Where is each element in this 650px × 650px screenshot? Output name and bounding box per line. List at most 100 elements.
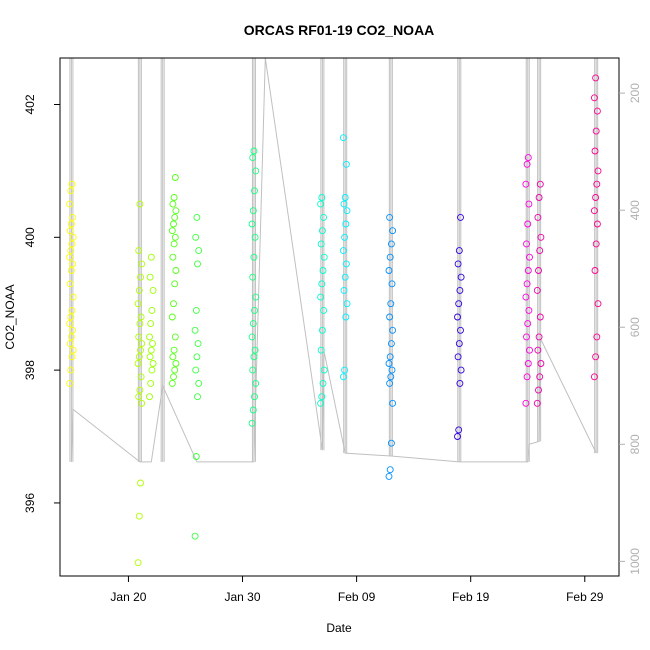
flight-series [533, 180, 545, 407]
data-point [148, 366, 156, 374]
data-point [317, 200, 325, 208]
data-point [135, 247, 143, 255]
flight-series [168, 174, 180, 387]
data-point [320, 306, 328, 314]
data-point [194, 260, 201, 268]
data-point [525, 200, 533, 208]
data-point [387, 373, 395, 381]
data-point [134, 300, 142, 308]
data-point [146, 333, 153, 341]
data-point [536, 180, 544, 188]
data-point [454, 313, 461, 321]
data-point [170, 194, 178, 201]
data-point [249, 366, 257, 374]
data-point [341, 233, 349, 241]
data-point [317, 399, 325, 407]
data-point [251, 187, 258, 195]
data-point [318, 393, 326, 401]
data-point [342, 313, 350, 321]
data-point [66, 200, 74, 208]
data-point [137, 346, 144, 354]
data-point [341, 273, 349, 281]
data-point [455, 340, 463, 348]
data-point [67, 366, 75, 374]
data-point [454, 260, 462, 268]
data-point [134, 559, 142, 567]
data-point [385, 472, 393, 480]
data-point [146, 273, 154, 281]
data-point [149, 340, 156, 348]
data-point [250, 253, 258, 261]
data-point [192, 453, 200, 460]
data-point [455, 247, 463, 255]
data-point [69, 233, 77, 241]
data-point [69, 346, 77, 354]
data-point [138, 399, 146, 407]
data-point [524, 320, 532, 328]
flight-series [146, 253, 157, 401]
data-point [339, 247, 347, 255]
data-point [69, 293, 77, 301]
data-point [171, 213, 179, 221]
data-point [69, 260, 77, 268]
data-point [535, 194, 543, 201]
data-point [169, 200, 177, 208]
right-tick-label: 1000 [628, 548, 642, 575]
data-point [341, 366, 349, 374]
data-point [248, 419, 256, 427]
data-point [593, 333, 601, 341]
data-point [455, 426, 463, 434]
data-point [526, 346, 533, 354]
data-point [192, 366, 200, 374]
data-point [594, 167, 602, 175]
data-point [172, 267, 180, 274]
y-tick-label: 396 [23, 493, 37, 513]
data-point [535, 267, 542, 274]
data-point [318, 227, 326, 235]
data-point [168, 227, 176, 235]
data-point [249, 207, 257, 215]
data-point [252, 379, 260, 387]
data-point [250, 147, 258, 155]
data-point [137, 373, 145, 381]
data-point [248, 220, 256, 228]
data-point [533, 286, 541, 294]
x-tick-label: Jan 20 [110, 590, 146, 604]
y-tick-label: 398 [23, 360, 37, 380]
data-point [147, 346, 155, 354]
data-point [172, 207, 180, 215]
data-point [522, 399, 530, 407]
data-point [593, 107, 601, 115]
data-point [135, 333, 143, 341]
data-point [138, 340, 146, 348]
data-point [147, 253, 155, 261]
y-tick-label: 400 [23, 227, 37, 247]
data-point [523, 280, 531, 288]
flight-series [522, 154, 533, 407]
data-point [66, 320, 74, 328]
data-point [386, 466, 394, 474]
data-point [68, 353, 76, 361]
data-point [591, 267, 599, 274]
data-point [66, 280, 74, 288]
data-point [342, 220, 350, 228]
data-point [339, 373, 347, 381]
data-point [136, 386, 144, 394]
data-point [193, 353, 201, 361]
pressure-trace-line [70, 57, 597, 463]
data-point [251, 346, 259, 354]
data-point [320, 366, 328, 374]
data-point [68, 240, 76, 248]
data-point [171, 174, 179, 181]
data-point [523, 373, 531, 381]
data-point [318, 280, 326, 288]
data-point [319, 379, 327, 387]
data-point [249, 406, 257, 414]
data-point [138, 260, 146, 268]
data-point [537, 360, 545, 367]
flight-series [134, 200, 146, 567]
data-point [386, 253, 394, 261]
data-point [457, 213, 464, 221]
data-point [148, 306, 156, 314]
flight-series [385, 213, 397, 480]
